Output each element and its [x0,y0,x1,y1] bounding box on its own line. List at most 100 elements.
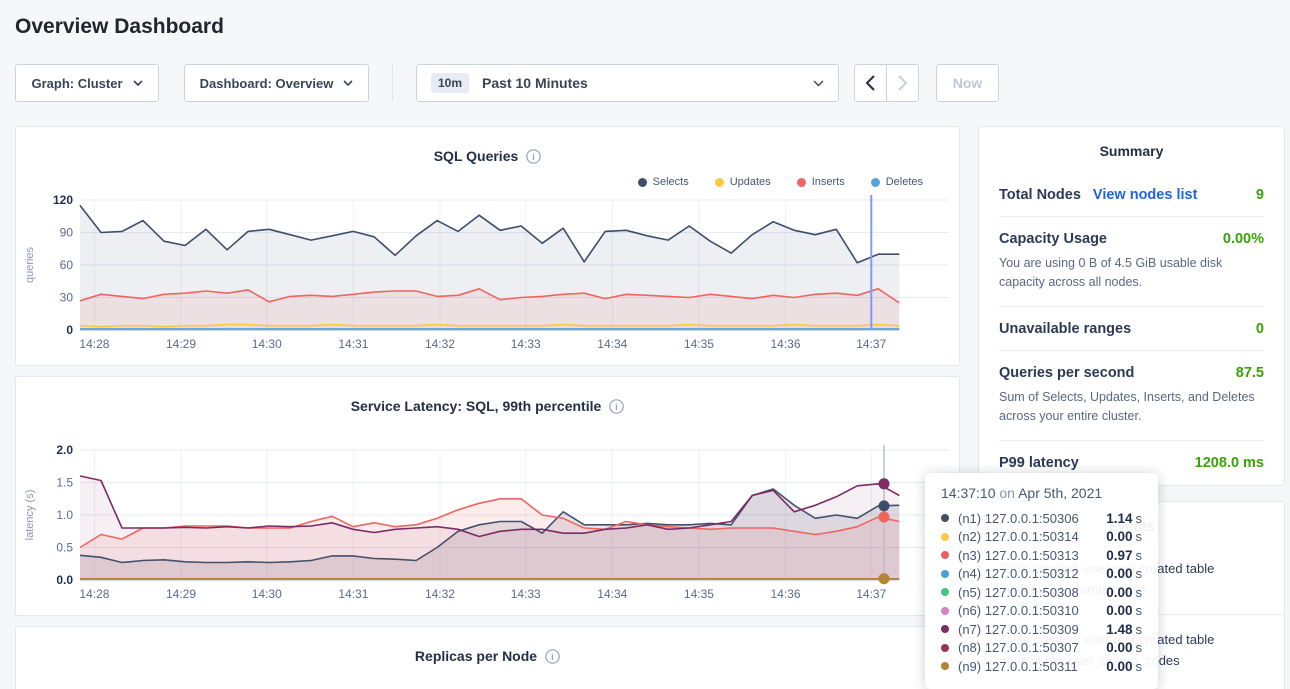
prev-range-button[interactable] [854,64,887,102]
summary-item-value: 0 [1256,321,1264,337]
svg-text:14:33: 14:33 [511,337,541,351]
charts-column: SQL Queries i Selects Updates Inserts Delet… [15,126,960,689]
node-address: (n5) 127.0.0.1:50308 [958,585,1106,600]
svg-text:2.0: 2.0 [56,443,73,457]
summary-panel: Summary Total NodesView nodes list9Capac… [978,126,1285,486]
svg-text:14:35: 14:35 [684,337,714,351]
svg-text:14:36: 14:36 [771,337,801,351]
legend-dot [797,178,806,187]
node-latency-value: 0.97 [1106,548,1132,563]
graph-select-label: Graph: Cluster [31,76,122,91]
svg-text:14:32: 14:32 [425,587,455,601]
node-latency-value: 0.00 [1106,659,1132,674]
node-latency-value: 0.00 [1106,566,1132,581]
tooltip-timestamp: 14:37:10 on Apr 5th, 2021 [941,485,1142,501]
svg-text:1.0: 1.0 [56,508,73,522]
tooltip-row: (n1) 127.0.0.1:503061.14 s [941,509,1142,528]
legend-item-selects[interactable]: Selects [638,175,689,189]
latency-unit: s [1136,548,1143,563]
latency-unit: s [1136,511,1143,526]
info-icon[interactable]: i [526,149,541,164]
sql-legend: Selects Updates Inserts Deletes [16,167,959,191]
summary-item-subtext: Sum of Selects, Updates, Inserts, and De… [999,388,1264,427]
legend-dot [638,178,647,187]
legend-item-deletes[interactable]: Deletes [871,175,923,189]
summary-item: Capacity Usage 0.00% You are using 0 B of … [999,217,1264,307]
node-color-dot [941,514,949,522]
summary-item: Unavailable ranges0 [999,307,1264,351]
node-latency-value: 1.14 [1106,511,1132,526]
legend-dot [715,178,724,187]
summary-item: Total NodesView nodes list9 [999,173,1264,217]
service-latency-chart[interactable]: 14:2814:2914:3014:3114:3214:3314:3414:35… [20,441,955,607]
legend-item-updates[interactable]: Updates [715,175,771,189]
summary-item-value: 1208.0 ms [1195,455,1264,471]
now-button[interactable]: Now [936,64,999,102]
svg-text:14:31: 14:31 [338,337,368,351]
info-icon[interactable]: i [609,399,624,414]
chevron-left-icon [866,75,875,91]
tooltip-row: (n8) 127.0.0.1:503070.00s [941,639,1142,658]
tooltip-row: (n3) 127.0.0.1:503130.97s [941,546,1142,565]
svg-text:14:37: 14:37 [856,587,886,601]
svg-text:0.0: 0.0 [56,573,73,587]
node-address: (n8) 127.0.0.1:50307 [958,640,1106,655]
summary-item-label: Capacity Usage [999,231,1107,247]
tooltip-row: (n5) 127.0.0.1:503080.00 s [941,583,1142,602]
latency-unit: s [1136,659,1143,674]
info-icon[interactable]: i [545,649,560,664]
svg-text:14:28: 14:28 [79,337,109,351]
graph-select-dropdown[interactable]: Graph: Cluster [15,64,159,102]
node-latency-value: 0.00 [1106,603,1132,618]
legend-item-inserts[interactable]: Inserts [797,175,845,189]
latency-unit: s [1136,529,1143,544]
dashboard-select-dropdown[interactable]: Dashboard: Overview [184,64,369,102]
page-title: Overview Dashboard [0,0,1290,39]
sql-queries-chart[interactable]: 14:2814:2914:3014:3114:3214:3314:3414:35… [20,191,955,357]
node-color-dot [941,644,949,652]
svg-text:14:28: 14:28 [79,587,109,601]
chevron-down-icon [133,80,143,86]
node-color-dot [941,625,949,633]
summary-item-value: 9 [1256,187,1264,203]
summary-item: Queries per second87.5Sum of Selects, Up… [999,351,1264,441]
tooltip-row: (n9) 127.0.0.1:503110.00s [941,657,1142,676]
node-color-dot [941,588,949,596]
svg-text:14:29: 14:29 [166,587,196,601]
summary-item-value: 0.00% [1223,231,1264,247]
svg-text:60: 60 [60,258,74,272]
chart-tooltip: 14:37:10 on Apr 5th, 2021 (n1) 127.0.0.1… [925,473,1158,689]
latency-unit: s [1136,585,1143,600]
svg-text:30: 30 [60,291,74,305]
toolbar: Graph: Cluster Dashboard: Overview 10m P… [15,64,1290,102]
svg-text:i: i [615,402,618,413]
svg-text:0: 0 [66,323,73,337]
node-latency-value: 0.00 [1106,529,1132,544]
latency-unit: s [1136,566,1143,581]
tooltip-row: (n6) 127.0.0.1:503100.00s [941,602,1142,621]
latency-unit: s [1136,622,1143,637]
svg-text:14:37: 14:37 [856,337,886,351]
time-range-dropdown[interactable]: 10m Past 10 Minutes [416,64,839,102]
svg-text:14:35: 14:35 [684,587,714,601]
svg-text:14:34: 14:34 [597,337,627,351]
chevron-down-icon [343,80,353,86]
summary-title: Summary [999,143,1264,159]
svg-text:0.5: 0.5 [56,541,73,555]
sql-queries-title-row: SQL Queries i [16,127,959,167]
next-range-button[interactable] [886,64,919,102]
node-latency-value: 1.48 [1106,622,1132,637]
node-address: (n6) 127.0.0.1:50310 [958,603,1106,618]
legend-label: Deletes [886,176,923,188]
tooltip-row: (n2) 127.0.0.1:503140.00s [941,528,1142,547]
tooltip-row: (n7) 127.0.0.1:503091.48s [941,620,1142,639]
node-address: (n1) 127.0.0.1:50306 [958,511,1106,526]
svg-text:i: i [532,152,535,163]
view-nodes-list-link[interactable]: View nodes list [1093,187,1198,203]
summary-item-value: 87.5 [1236,365,1264,381]
time-range-badge: 10m [431,73,469,93]
summary-item-subtext: You are using 0 B of 4.5 GiB usable disk… [999,254,1264,293]
svg-text:14:30: 14:30 [252,587,282,601]
node-latency-value: 0.00 [1106,585,1132,600]
node-address: (n4) 127.0.0.1:50312 [958,566,1106,581]
